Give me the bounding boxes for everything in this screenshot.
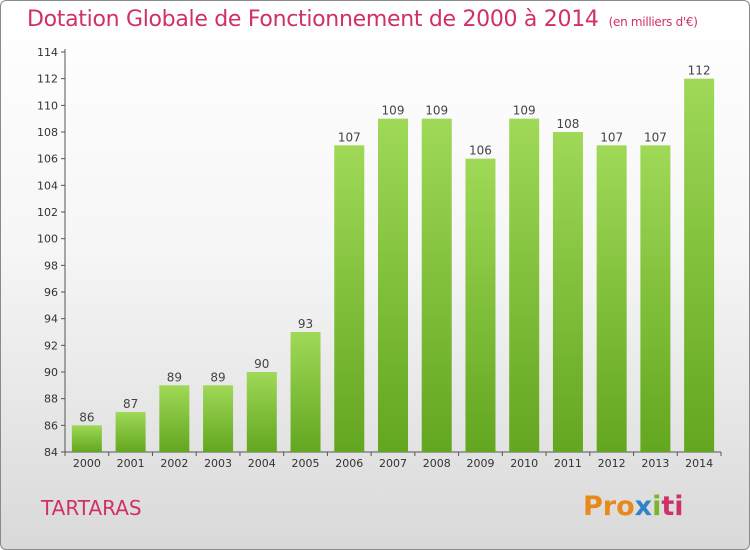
chart-title-unit: (en milliers d'€) xyxy=(608,15,698,29)
y-tick-label: 86 xyxy=(44,419,58,432)
bars xyxy=(71,78,715,453)
value-label: 106 xyxy=(469,144,492,158)
x-tick-label: 2007 xyxy=(379,457,407,470)
value-label: 108 xyxy=(556,117,579,131)
value-label: 107 xyxy=(644,130,667,144)
bar xyxy=(421,118,452,453)
y-tick-label: 114 xyxy=(37,46,58,59)
bar xyxy=(203,385,234,452)
x-tick-label: 2009 xyxy=(466,457,494,470)
bar xyxy=(159,385,190,452)
bar xyxy=(684,78,715,453)
x-tick-label: 2011 xyxy=(554,457,582,470)
x-tick-label: 2001 xyxy=(117,457,145,470)
x-tick-label: 2008 xyxy=(423,457,451,470)
value-label: 109 xyxy=(513,104,536,118)
y-tick-label: 94 xyxy=(44,313,58,326)
y-tick-label: 98 xyxy=(44,259,58,272)
y-tick-label: 88 xyxy=(44,393,58,406)
y-tick-label: 84 xyxy=(44,446,58,459)
y-tick-label: 110 xyxy=(37,99,58,112)
value-label: 109 xyxy=(425,104,448,118)
x-axis: 2000 2001 2002 2003 2004 2005 2006 2007 2008 2009… xyxy=(64,451,722,470)
bar xyxy=(71,425,102,452)
x-tick-label: 2003 xyxy=(204,457,232,470)
chart-title-text: Dotation Globale de Fonctionnement de 20… xyxy=(27,7,599,32)
value-label: 87 xyxy=(123,397,138,411)
bar xyxy=(115,412,146,452)
value-label: 107 xyxy=(338,130,361,144)
bar xyxy=(290,332,321,452)
x-tick-label: 2004 xyxy=(248,457,276,470)
value-label: 109 xyxy=(382,104,405,118)
value-label: 89 xyxy=(210,370,225,384)
x-tick-label: 2013 xyxy=(641,457,669,470)
value-label: 107 xyxy=(600,130,623,144)
chart-title: Dotation Globale de Fonctionnement de 20… xyxy=(27,7,698,32)
x-tick-label: 2002 xyxy=(160,457,188,470)
bar xyxy=(552,132,583,452)
y-tick-label: 96 xyxy=(44,286,58,299)
bar xyxy=(378,118,408,453)
y-tick-label: 104 xyxy=(37,179,58,192)
value-label: 86 xyxy=(79,410,94,424)
y-tick-label: 106 xyxy=(37,153,58,166)
y-tick-label: 112 xyxy=(37,73,58,86)
y-tick-label: 100 xyxy=(37,233,58,246)
bar xyxy=(246,372,277,452)
x-tick-label: 2010 xyxy=(510,457,538,470)
y-tick-label: 92 xyxy=(44,339,58,352)
value-label: 93 xyxy=(298,317,313,331)
x-tick-label: 2006 xyxy=(335,457,363,470)
bar xyxy=(596,145,627,453)
commune-name: TARTARAS xyxy=(41,496,142,520)
value-label: 112 xyxy=(688,64,711,78)
bar xyxy=(334,145,365,453)
x-tick-label: 2012 xyxy=(598,457,626,470)
y-tick-label: 102 xyxy=(37,206,58,219)
y-tick-label: 90 xyxy=(44,366,58,379)
value-label: 90 xyxy=(254,357,269,371)
x-tick-label: 2005 xyxy=(292,457,320,470)
y-tick-label: 108 xyxy=(37,126,58,139)
value-labels: 86 87 89 89 90 93 107 109 109 106 109 108 107 107 112 xyxy=(79,64,710,425)
x-tick-label: 2014 xyxy=(685,457,713,470)
x-tick-label: 2000 xyxy=(73,457,101,470)
bar xyxy=(640,145,671,453)
proxiti-logo: Proxiti xyxy=(583,491,684,522)
value-label: 89 xyxy=(167,370,182,384)
bar xyxy=(509,118,540,453)
y-axis: 84 86 88 90 92 94 96 98 100 102 104 106 108 110 112 114 xyxy=(37,46,66,459)
bar xyxy=(465,158,496,452)
